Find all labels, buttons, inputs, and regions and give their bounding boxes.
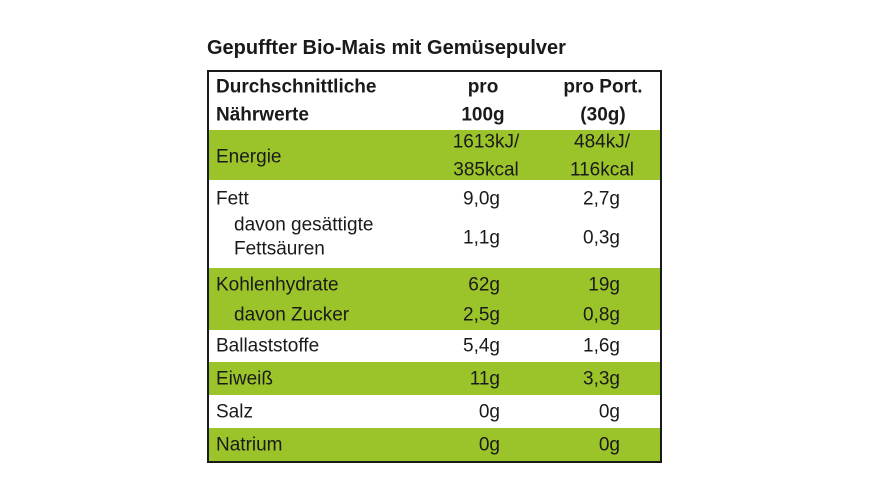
cell: 19g [588,274,620,296]
row-shade [209,362,660,395]
cell: 484kJ/ [574,131,630,153]
row-label: davon Zucker [234,304,350,326]
header-cell: Nährwerte [216,104,309,126]
cell: 1,1g [463,227,500,249]
cell: 0g [478,434,500,456]
row-label: Energie [216,146,282,168]
header-cell: pro [467,76,499,98]
header-cell: (30g) [580,104,626,126]
cell: 2,5g [463,304,500,326]
row-label: Ballaststoffe [216,335,320,357]
row-label: Kohlenhydrate [216,274,339,296]
cell: 116kcal [569,159,635,181]
row-label: Fettsäuren [234,238,325,260]
header-cell: Durchschnittliche [216,76,377,98]
cell: 62g [468,274,500,296]
cell: 0g [598,401,620,423]
cell: 1613kJ/ [452,131,520,153]
cell: 3,3g [583,368,620,390]
row-label: Salz [216,401,253,423]
cell: 9,0g [463,188,500,210]
cell: 1,6g [583,335,620,357]
cell: 0g [598,434,620,456]
title: Gepuffter Bio-Mais mit Gemüsepulver [207,37,566,59]
row-label: Natrium [216,434,283,456]
cell: 0,3g [583,227,620,249]
row-label: davon gesättigte [234,214,374,236]
header-cell: 100g [461,104,505,126]
row-shade [209,428,660,461]
row-label: Eiweiß [216,368,274,390]
row-label: Fett [216,188,249,210]
cell: 0,8g [583,304,620,326]
row-shade [209,268,660,330]
table-border [207,70,662,463]
cell: 5,4g [463,335,500,357]
row-shade [209,130,660,180]
cell: 0g [478,401,500,423]
cell: 385kcal [453,159,519,181]
cell: 2,7g [583,188,620,210]
header-cell: pro Port. [563,76,643,98]
cell: 11g [469,368,500,390]
